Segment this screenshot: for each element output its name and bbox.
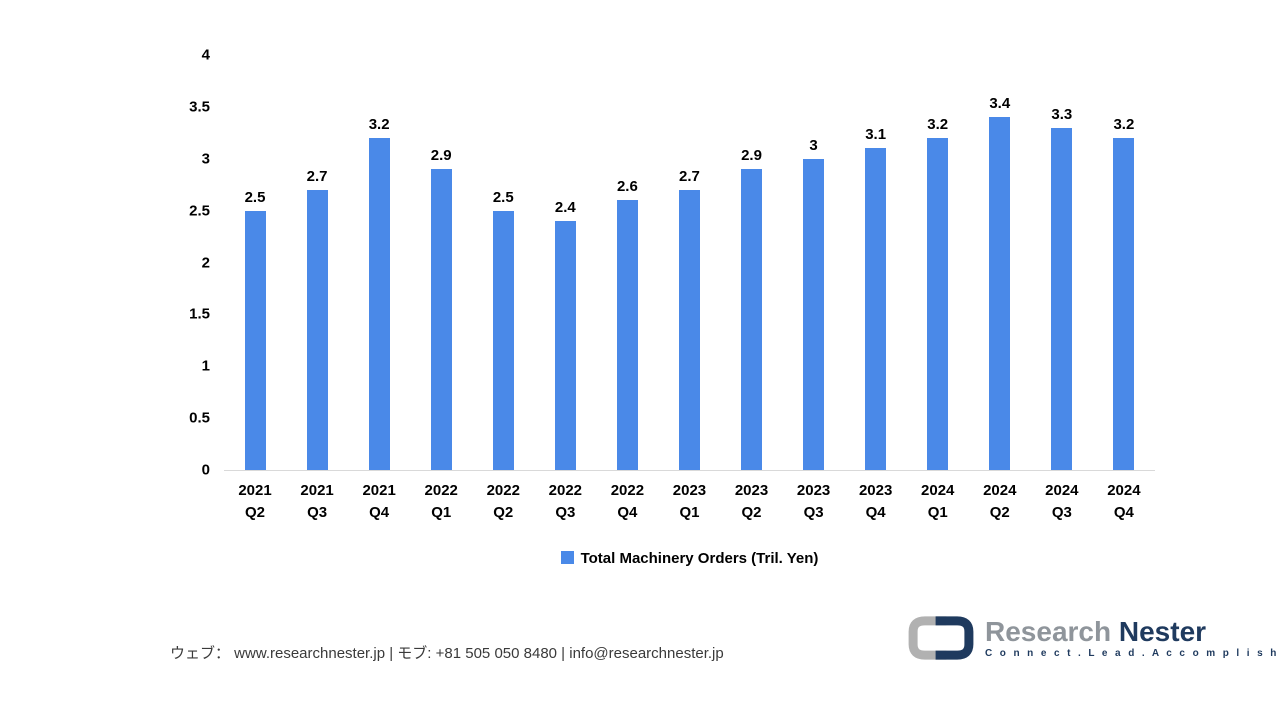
x-axis-category-label: 2021 Q4 (362, 482, 396, 521)
bar-column: 3.2 (348, 55, 410, 470)
bar-chart: 0 0.5 1 1.5 2 2.5 3 3.5 4 2.5 2.7 3.2 2.9 2.5 2.4 2.6 2… (189, 47, 1155, 567)
bar-value-label: 2.5 (244, 188, 266, 206)
bar-value-label: 3.3 (1051, 105, 1073, 123)
x-axis-category-label: 2024 Q3 (1045, 482, 1079, 521)
y-axis-tick: 4 (201, 46, 210, 64)
bar-value-label: 3.2 (368, 116, 390, 133)
logo-name-research: Research (985, 616, 1119, 647)
bar (865, 148, 887, 470)
legend-swatch-icon (560, 551, 574, 564)
bar-value-label: 2.9 (741, 147, 762, 165)
bar-value-label: 2.7 (306, 167, 328, 185)
bar-column: 2.4 (534, 55, 596, 470)
bar-column: 3.2 (907, 55, 969, 470)
bar (989, 117, 1011, 470)
bar (803, 158, 825, 470)
x-axis-category-label: 2022 Q3 (548, 482, 583, 521)
legend: Total Machinery Orders (Tril. Yen) (224, 550, 1155, 567)
y-axis: 0 0.5 1 1.5 2 2.5 3 3.5 4 (160, 47, 210, 479)
bar-value-label: 3.4 (989, 95, 1011, 113)
bar-value-label: 3 (809, 136, 818, 154)
bar (368, 138, 390, 470)
bar-value-label: 3.1 (865, 126, 887, 144)
legend-label: Total Machinery Orders (Tril. Yen) (580, 550, 819, 567)
x-axis-category-label: 2023 Q3 (796, 482, 831, 521)
bar (306, 189, 328, 470)
bar-column: 3.1 (845, 55, 907, 470)
x-axis-category-label: 2023 Q4 (858, 482, 893, 521)
bar-column: 2.5 (472, 55, 534, 470)
bar (430, 169, 452, 470)
logo-chainlink-icon (908, 616, 974, 660)
bar-value-label: 2.9 (430, 147, 452, 165)
bar (616, 200, 638, 470)
x-axis-category-label: 2023 Q1 (672, 482, 707, 521)
y-axis-tick: 2 (201, 254, 210, 271)
y-axis-tick: 0 (201, 461, 210, 479)
bar (244, 210, 266, 470)
bar-value-label: 2.5 (492, 188, 514, 206)
bar-column: 2.6 (596, 55, 658, 470)
x-axis-category-label: 2022 Q2 (486, 482, 520, 521)
logo-name: Research Nester (985, 617, 1279, 647)
bar-column: 3.4 (969, 55, 1031, 470)
bar-column: 3.3 (1031, 55, 1093, 470)
bar (492, 210, 514, 470)
bar-column: 2.5 (224, 55, 286, 470)
bar (1051, 127, 1073, 470)
y-axis-tick: 3 (201, 150, 210, 168)
bar (554, 221, 576, 470)
x-axis-category-label: 2021 Q2 (238, 482, 272, 521)
x-axis-category-label: 2021 Q3 (300, 482, 334, 521)
bar (1113, 138, 1135, 470)
bar (741, 169, 763, 470)
bar-value-label: 3.2 (927, 116, 949, 133)
y-axis-tick: 1.5 (189, 305, 210, 323)
contact-info: ウェブ： www.researchnester.jp | モブ: +81 505… (170, 645, 724, 662)
y-axis-tick: 3.5 (189, 98, 210, 116)
bar-value-label: 2.6 (616, 178, 638, 196)
bar-value-label: 2.4 (554, 199, 576, 216)
x-axis-category-label: 2022 Q4 (610, 482, 645, 521)
plot-area: 2.5 2.7 3.2 2.9 2.5 2.4 2.6 2.7 2.9 3 3.1 3.2 3.4 3.3… (224, 55, 1155, 471)
x-axis-category-label: 2024 Q2 (983, 482, 1017, 521)
x-axis: 2021 Q2 2021 Q3 2021 Q4 2022 Q1 2022 Q2 2022 Q3 2022… (224, 471, 1155, 524)
bar-value-label: 3.2 (1113, 116, 1135, 133)
company-logo: Research Nester C o n n e c t . L e a d … (905, 612, 1279, 664)
bar-column: 2.9 (410, 55, 472, 470)
y-axis-tick: 0.5 (189, 409, 210, 427)
logo-name-nester: Nester (1118, 616, 1207, 647)
bar-value-label: 2.7 (679, 167, 700, 185)
bar-column: 2.7 (286, 55, 348, 470)
bar (927, 138, 949, 470)
x-axis-category-label: 2022 Q1 (424, 482, 458, 521)
x-axis-category-label: 2024 Q1 (921, 482, 955, 521)
x-axis-category-label: 2024 Q4 (1107, 482, 1141, 521)
x-axis-category-label: 2023 Q2 (734, 482, 769, 521)
logo-tagline: C o n n e c t . L e a d . A c c o m p l … (985, 648, 1279, 659)
logo-text: Research Nester C o n n e c t . L e a d … (985, 617, 1279, 660)
bar-column: 3 (783, 55, 845, 470)
y-axis-tick: 2.5 (189, 202, 210, 220)
bar-column: 2.7 (658, 55, 720, 470)
bar-column: 2.9 (721, 55, 783, 470)
y-axis-tick: 1 (201, 357, 210, 375)
bar-column: 3.2 (1093, 55, 1155, 470)
bar (678, 189, 700, 470)
